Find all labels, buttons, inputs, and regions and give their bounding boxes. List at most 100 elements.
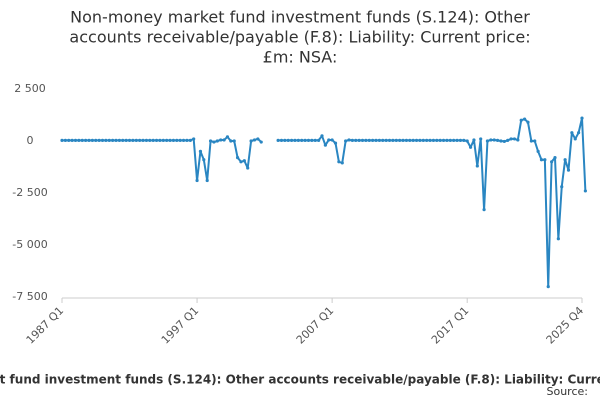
data-point [154,138,159,142]
data-point [229,139,233,143]
data-point [472,138,476,142]
data-point [516,138,520,142]
data-point [411,138,415,142]
data-point [107,138,111,142]
x-tick-label: 1997 Q1 [159,304,202,347]
data-point [158,138,162,142]
data-point [387,138,392,142]
data-point [188,138,192,142]
data-point [242,159,246,163]
data-point [256,137,260,141]
data-point [296,138,300,142]
data-point [475,164,479,168]
data-point [563,158,567,162]
data-point [310,138,314,142]
data-point [300,138,304,142]
data-point [333,141,338,145]
data-point [222,138,226,142]
x-tick-label: 2007 Q1 [294,304,337,347]
data-point [577,131,581,135]
data-point [374,138,378,142]
data-point [63,138,67,142]
data-point [70,138,74,142]
data-point [317,138,321,142]
data-point [418,138,422,142]
data-point [205,178,209,183]
data-point [499,139,503,143]
data-point [408,138,412,142]
data-point [495,138,500,142]
data-point [414,138,419,142]
data-point [208,139,213,143]
data-point [391,138,395,142]
data-point [543,158,547,162]
data-point [425,138,429,142]
data-point [198,149,203,153]
data-point [367,138,371,142]
y-tick-label: -2 500 [12,186,47,199]
data-point [212,140,216,144]
data-point [468,145,473,149]
data-point [580,116,584,120]
data-point [485,139,490,143]
data-point [381,138,385,142]
y-tick-label: -7 500 [12,290,47,303]
data-point [293,138,297,142]
data-point [97,138,101,142]
data-point [185,138,189,142]
data-point [350,138,354,142]
data-point [533,139,537,143]
data-point [286,138,290,142]
data-point [90,138,94,142]
data-point [398,138,402,142]
data-point [431,138,436,142]
data-point [276,138,280,142]
data-point [536,149,540,153]
data-point [357,138,361,142]
data-point [364,138,368,142]
data-point [148,138,152,142]
data-point [445,138,449,142]
x-tick-label: 1987 Q1 [24,304,67,347]
data-point [522,117,527,121]
data-point [283,138,287,142]
data-point [249,139,253,143]
data-point [560,185,564,189]
data-point [462,138,466,142]
data-point [492,138,496,142]
x-tick-label: 2017 Q1 [429,304,472,347]
data-point [111,138,115,142]
data-point [192,137,196,141]
data-point [479,137,483,141]
data-point [100,138,105,142]
data-point [84,138,88,142]
series-line [62,117,587,288]
data-point [168,138,172,142]
data-point [506,138,510,142]
data-point [448,138,452,142]
data-point [384,138,388,142]
source: Source: [547,385,589,398]
data-point [394,138,398,142]
data-point [509,137,513,141]
data-point [219,138,223,142]
data-point [441,138,446,142]
data-point [438,138,442,142]
data-point [404,138,409,142]
data-point [583,189,587,193]
data-point [306,138,311,142]
data-point [215,139,219,143]
data-point [550,160,554,164]
data-point [225,135,230,139]
chart-title: £m: NSA: [263,48,338,67]
data-point [138,138,142,142]
data-point [195,178,199,183]
data-point [303,138,307,142]
data-point [320,134,324,138]
data-point [421,138,425,142]
y-tick-label: 2 500 [14,82,46,95]
data-point [529,139,533,143]
data-point [546,285,550,289]
